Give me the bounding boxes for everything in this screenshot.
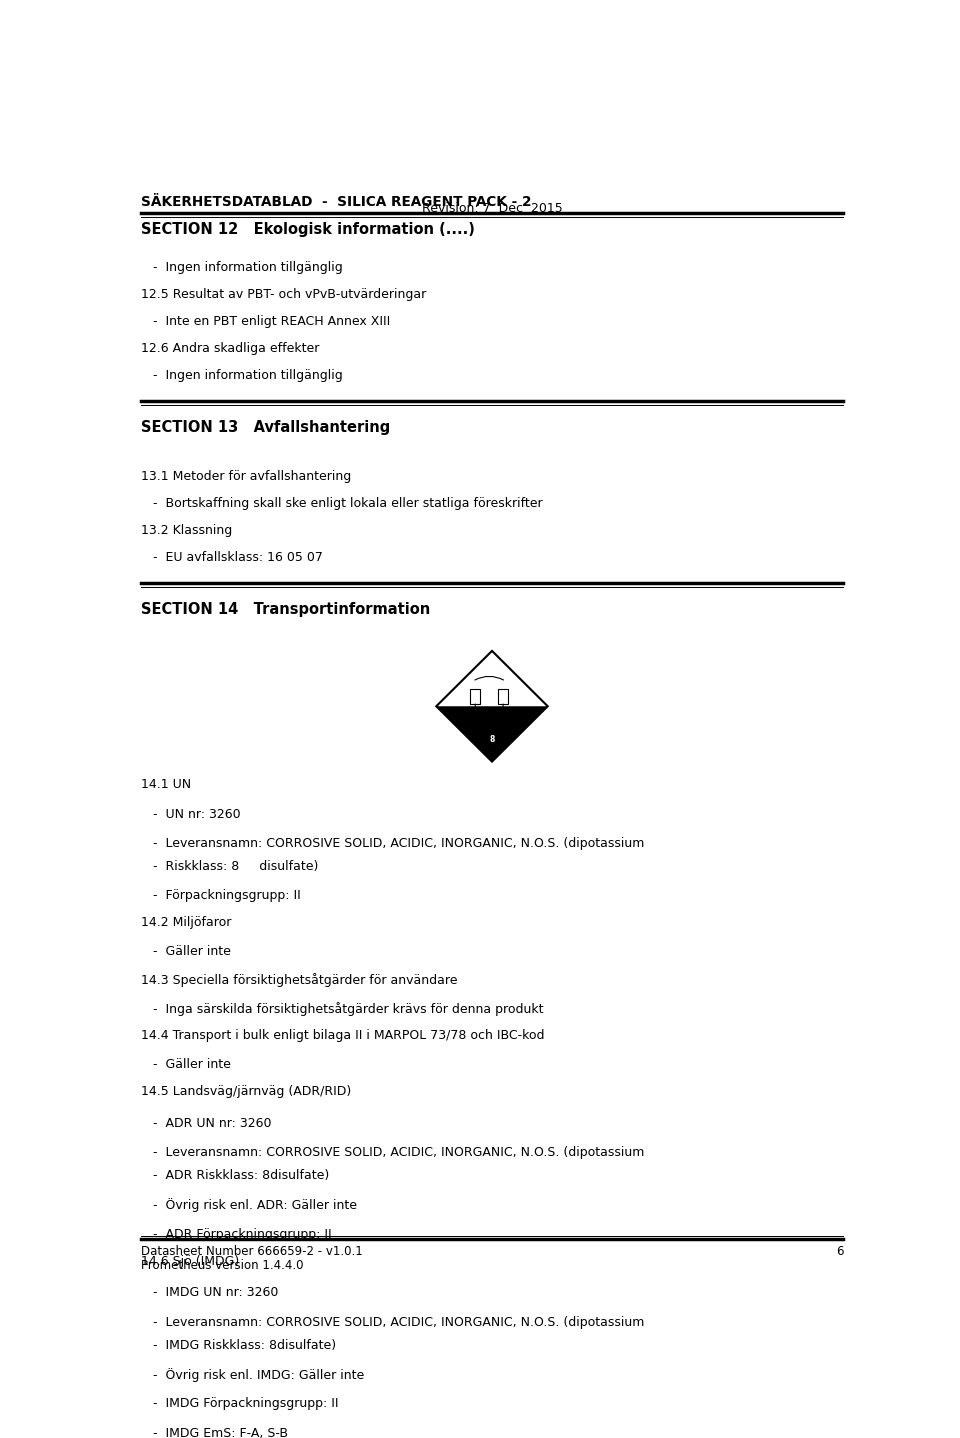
Text: -  Inte en PBT enligt REACH Annex XIII: - Inte en PBT enligt REACH Annex XIII	[141, 315, 390, 328]
Text: 14.6 Sjö (IMDG): 14.6 Sjö (IMDG)	[141, 1255, 239, 1268]
Text: -  Förpackningsgrupp: II: - Förpackningsgrupp: II	[141, 889, 300, 902]
Polygon shape	[436, 706, 548, 762]
Text: Prometheus version 1.4.4.0: Prometheus version 1.4.4.0	[141, 1260, 303, 1273]
Text: -  Riskklass: 8     disulfate): - Riskklass: 8 disulfate)	[141, 860, 318, 873]
Text: -  Ingen information tillgänglig: - Ingen information tillgänglig	[141, 370, 343, 383]
Text: SECTION 13   Avfallshantering: SECTION 13 Avfallshantering	[141, 420, 390, 436]
Text: -  ADR Riskklass: 8disulfate): - ADR Riskklass: 8disulfate)	[141, 1169, 329, 1182]
Text: 14.5 Landsväg/järnväg (ADR/RID): 14.5 Landsväg/järnväg (ADR/RID)	[141, 1086, 351, 1099]
Text: 13.2 Klassning: 13.2 Klassning	[141, 523, 232, 538]
Text: -  IMDG UN nr: 3260: - IMDG UN nr: 3260	[141, 1287, 278, 1300]
Text: -  Övrig risk enl. ADR: Gäller inte: - Övrig risk enl. ADR: Gäller inte	[141, 1198, 357, 1212]
Text: -  ADR Förpackningsgrupp: II: - ADR Förpackningsgrupp: II	[141, 1228, 331, 1241]
Text: SÄKERHETSDATABLAD  -  SILICA REAGENT PACK - 2: SÄKERHETSDATABLAD - SILICA REAGENT PACK …	[141, 194, 531, 209]
Text: -  Gäller inte: - Gäller inte	[141, 1058, 230, 1071]
Text: 8: 8	[490, 735, 494, 743]
Text: 14.4 Transport i bulk enligt bilaga II i MARPOL 73/78 och IBC-kod: 14.4 Transport i bulk enligt bilaga II i…	[141, 1030, 544, 1043]
Text: -  Gäller inte: - Gäller inte	[141, 945, 230, 959]
Text: -  IMDG EmS: F-A, S-B: - IMDG EmS: F-A, S-B	[141, 1426, 288, 1438]
Text: -  Bortskaffning skall ske enligt lokala eller statliga föreskrifter: - Bortskaffning skall ske enligt lokala …	[141, 498, 542, 510]
Text: -  Ingen information tillgänglig: - Ingen information tillgänglig	[141, 260, 343, 273]
Text: -  IMDG Förpackningsgrupp: II: - IMDG Förpackningsgrupp: II	[141, 1398, 338, 1411]
Text: -  Övrig risk enl. IMDG: Gäller inte: - Övrig risk enl. IMDG: Gäller inte	[141, 1368, 364, 1382]
Text: 12.6 Andra skadliga effekter: 12.6 Andra skadliga effekter	[141, 342, 320, 355]
Polygon shape	[436, 651, 548, 762]
Text: 14.2 Miljöfaror: 14.2 Miljöfaror	[141, 916, 231, 929]
Text: -  UN nr: 3260: - UN nr: 3260	[141, 808, 240, 821]
Text: 13.1 Metoder för avfallshantering: 13.1 Metoder för avfallshantering	[141, 470, 351, 483]
Text: -  IMDG Riskklass: 8disulfate): - IMDG Riskklass: 8disulfate)	[141, 1339, 336, 1352]
Text: -  Leveransnamn: CORROSIVE SOLID, ACIDIC, INORGANIC, N.O.S. (dipotassium: - Leveransnamn: CORROSIVE SOLID, ACIDIC,…	[141, 1316, 644, 1329]
Bar	[498, 689, 508, 705]
Text: -  ADR UN nr: 3260: - ADR UN nr: 3260	[141, 1117, 272, 1130]
Text: -  Leveransnamn: CORROSIVE SOLID, ACIDIC, INORGANIC, N.O.S. (dipotassium: - Leveransnamn: CORROSIVE SOLID, ACIDIC,…	[141, 837, 644, 850]
Text: 14.3 Speciella försiktighetsåtgärder för användare: 14.3 Speciella försiktighetsåtgärder för…	[141, 972, 457, 986]
Text: 12.5 Resultat av PBT- och vPvB-utvärderingar: 12.5 Resultat av PBT- och vPvB-utvärderi…	[141, 288, 426, 301]
Text: Revision: 7  Dec  2015: Revision: 7 Dec 2015	[421, 203, 563, 216]
Bar	[470, 689, 480, 705]
Text: 14.1 UN: 14.1 UN	[141, 778, 191, 791]
Text: SECTION 12   Ekologisk information (....): SECTION 12 Ekologisk information (....)	[141, 221, 474, 237]
Text: -  Inga särskilda försiktighetsåtgärder krävs för denna produkt: - Inga särskilda försiktighetsåtgärder k…	[141, 1002, 543, 1015]
Text: Datasheet Number 666659-2 - v1.0.1: Datasheet Number 666659-2 - v1.0.1	[141, 1245, 363, 1258]
Text: -  EU avfallsklass: 16 05 07: - EU avfallsklass: 16 05 07	[141, 551, 323, 564]
Text: -  Leveransnamn: CORROSIVE SOLID, ACIDIC, INORGANIC, N.O.S. (dipotassium: - Leveransnamn: CORROSIVE SOLID, ACIDIC,…	[141, 1146, 644, 1159]
Text: 6: 6	[835, 1245, 843, 1258]
Text: SECTION 14   Transportinformation: SECTION 14 Transportinformation	[141, 603, 430, 617]
